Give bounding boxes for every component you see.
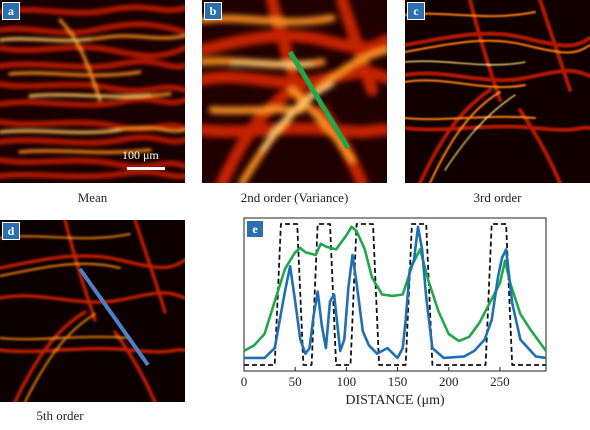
- panel-b-label: b: [204, 2, 222, 20]
- x-tick-label: 100: [337, 374, 357, 389]
- panel-b-image: [202, 0, 387, 183]
- panel-c: c: [405, 0, 590, 183]
- scale-bar: [127, 167, 165, 170]
- x-axis-label: DISTANCE (μm): [345, 393, 445, 408]
- panel-e-label: e: [246, 220, 264, 238]
- series-line-1: [243, 225, 548, 353]
- caption-b: 2nd order (Variance): [240, 190, 349, 205]
- caption-a: Mean: [77, 190, 108, 205]
- caption-c: 3rd order: [473, 190, 522, 205]
- panel-e: 0 50 100 150 200 250 DISTANCE (μm) e: [230, 215, 590, 430]
- panel-a: a 100 μm: [0, 0, 185, 183]
- panel-a-image: [0, 0, 185, 183]
- panel-a-label: a: [2, 2, 20, 20]
- profile-line-b: [287, 50, 351, 150]
- panel-b: b: [202, 0, 387, 183]
- profile-line-d: [78, 267, 150, 367]
- x-tick-label: 0: [241, 374, 248, 389]
- x-tick-label: 200: [439, 374, 459, 389]
- x-tick-label: 250: [490, 374, 510, 389]
- profile-chart: 0 50 100 150 200 250 DISTANCE (μm): [241, 217, 548, 408]
- panel-d-image: [0, 220, 185, 402]
- scale-bar-label: 100 μm: [122, 148, 159, 162]
- panel-d-label: d: [2, 222, 20, 240]
- caption-d: 5th order: [36, 408, 84, 423]
- x-tick-label: 150: [388, 374, 408, 389]
- panel-c-label: c: [407, 2, 425, 20]
- x-tick-label: 50: [289, 374, 302, 389]
- series-line-2: [244, 225, 547, 360]
- series-line-0: [244, 223, 546, 366]
- panel-d: d: [0, 220, 185, 402]
- panel-c-image: [405, 0, 590, 183]
